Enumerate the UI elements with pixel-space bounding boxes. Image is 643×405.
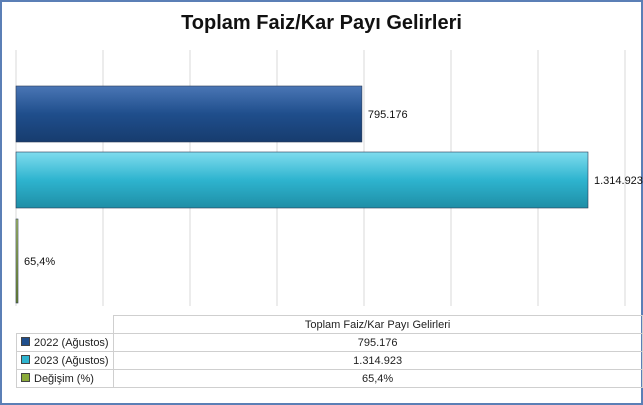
legend-label: 2023 (Ağustos) xyxy=(34,354,109,367)
legend-swatch xyxy=(21,372,30,382)
data-label: 65,4% xyxy=(24,256,55,268)
bar xyxy=(15,218,19,304)
table-row: 2022 (Ağustos) 795.176 xyxy=(16,333,643,352)
table-row: Değişim (%) 65,4% xyxy=(16,369,643,388)
table-cell: 65,4% xyxy=(112,369,643,388)
legend-label: Değişim (%) xyxy=(34,372,94,385)
legend-swatch xyxy=(21,336,30,346)
table-header-row: Toplam Faiz/Kar Payı Gelirleri xyxy=(16,315,643,334)
data-label: 795.176 xyxy=(368,109,408,121)
bar xyxy=(15,85,363,143)
table-header: Toplam Faiz/Kar Payı Gelirleri xyxy=(112,315,643,334)
legend-swatch xyxy=(21,354,30,364)
data-label: 1.314.923 xyxy=(594,175,643,187)
chart-title: Toplam Faiz/Kar Payı Gelirleri xyxy=(181,12,462,34)
data-table: Toplam Faiz/Kar Payı Gelirleri 2022 (Ağu… xyxy=(16,315,643,388)
table-cell: 1.314.923 xyxy=(112,351,643,370)
table-row: 2023 (Ağustos) 1.314.923 xyxy=(16,351,643,370)
table-cell: 795.176 xyxy=(112,333,643,352)
bar xyxy=(15,151,589,209)
legend-label: 2022 (Ağustos) xyxy=(34,336,109,349)
